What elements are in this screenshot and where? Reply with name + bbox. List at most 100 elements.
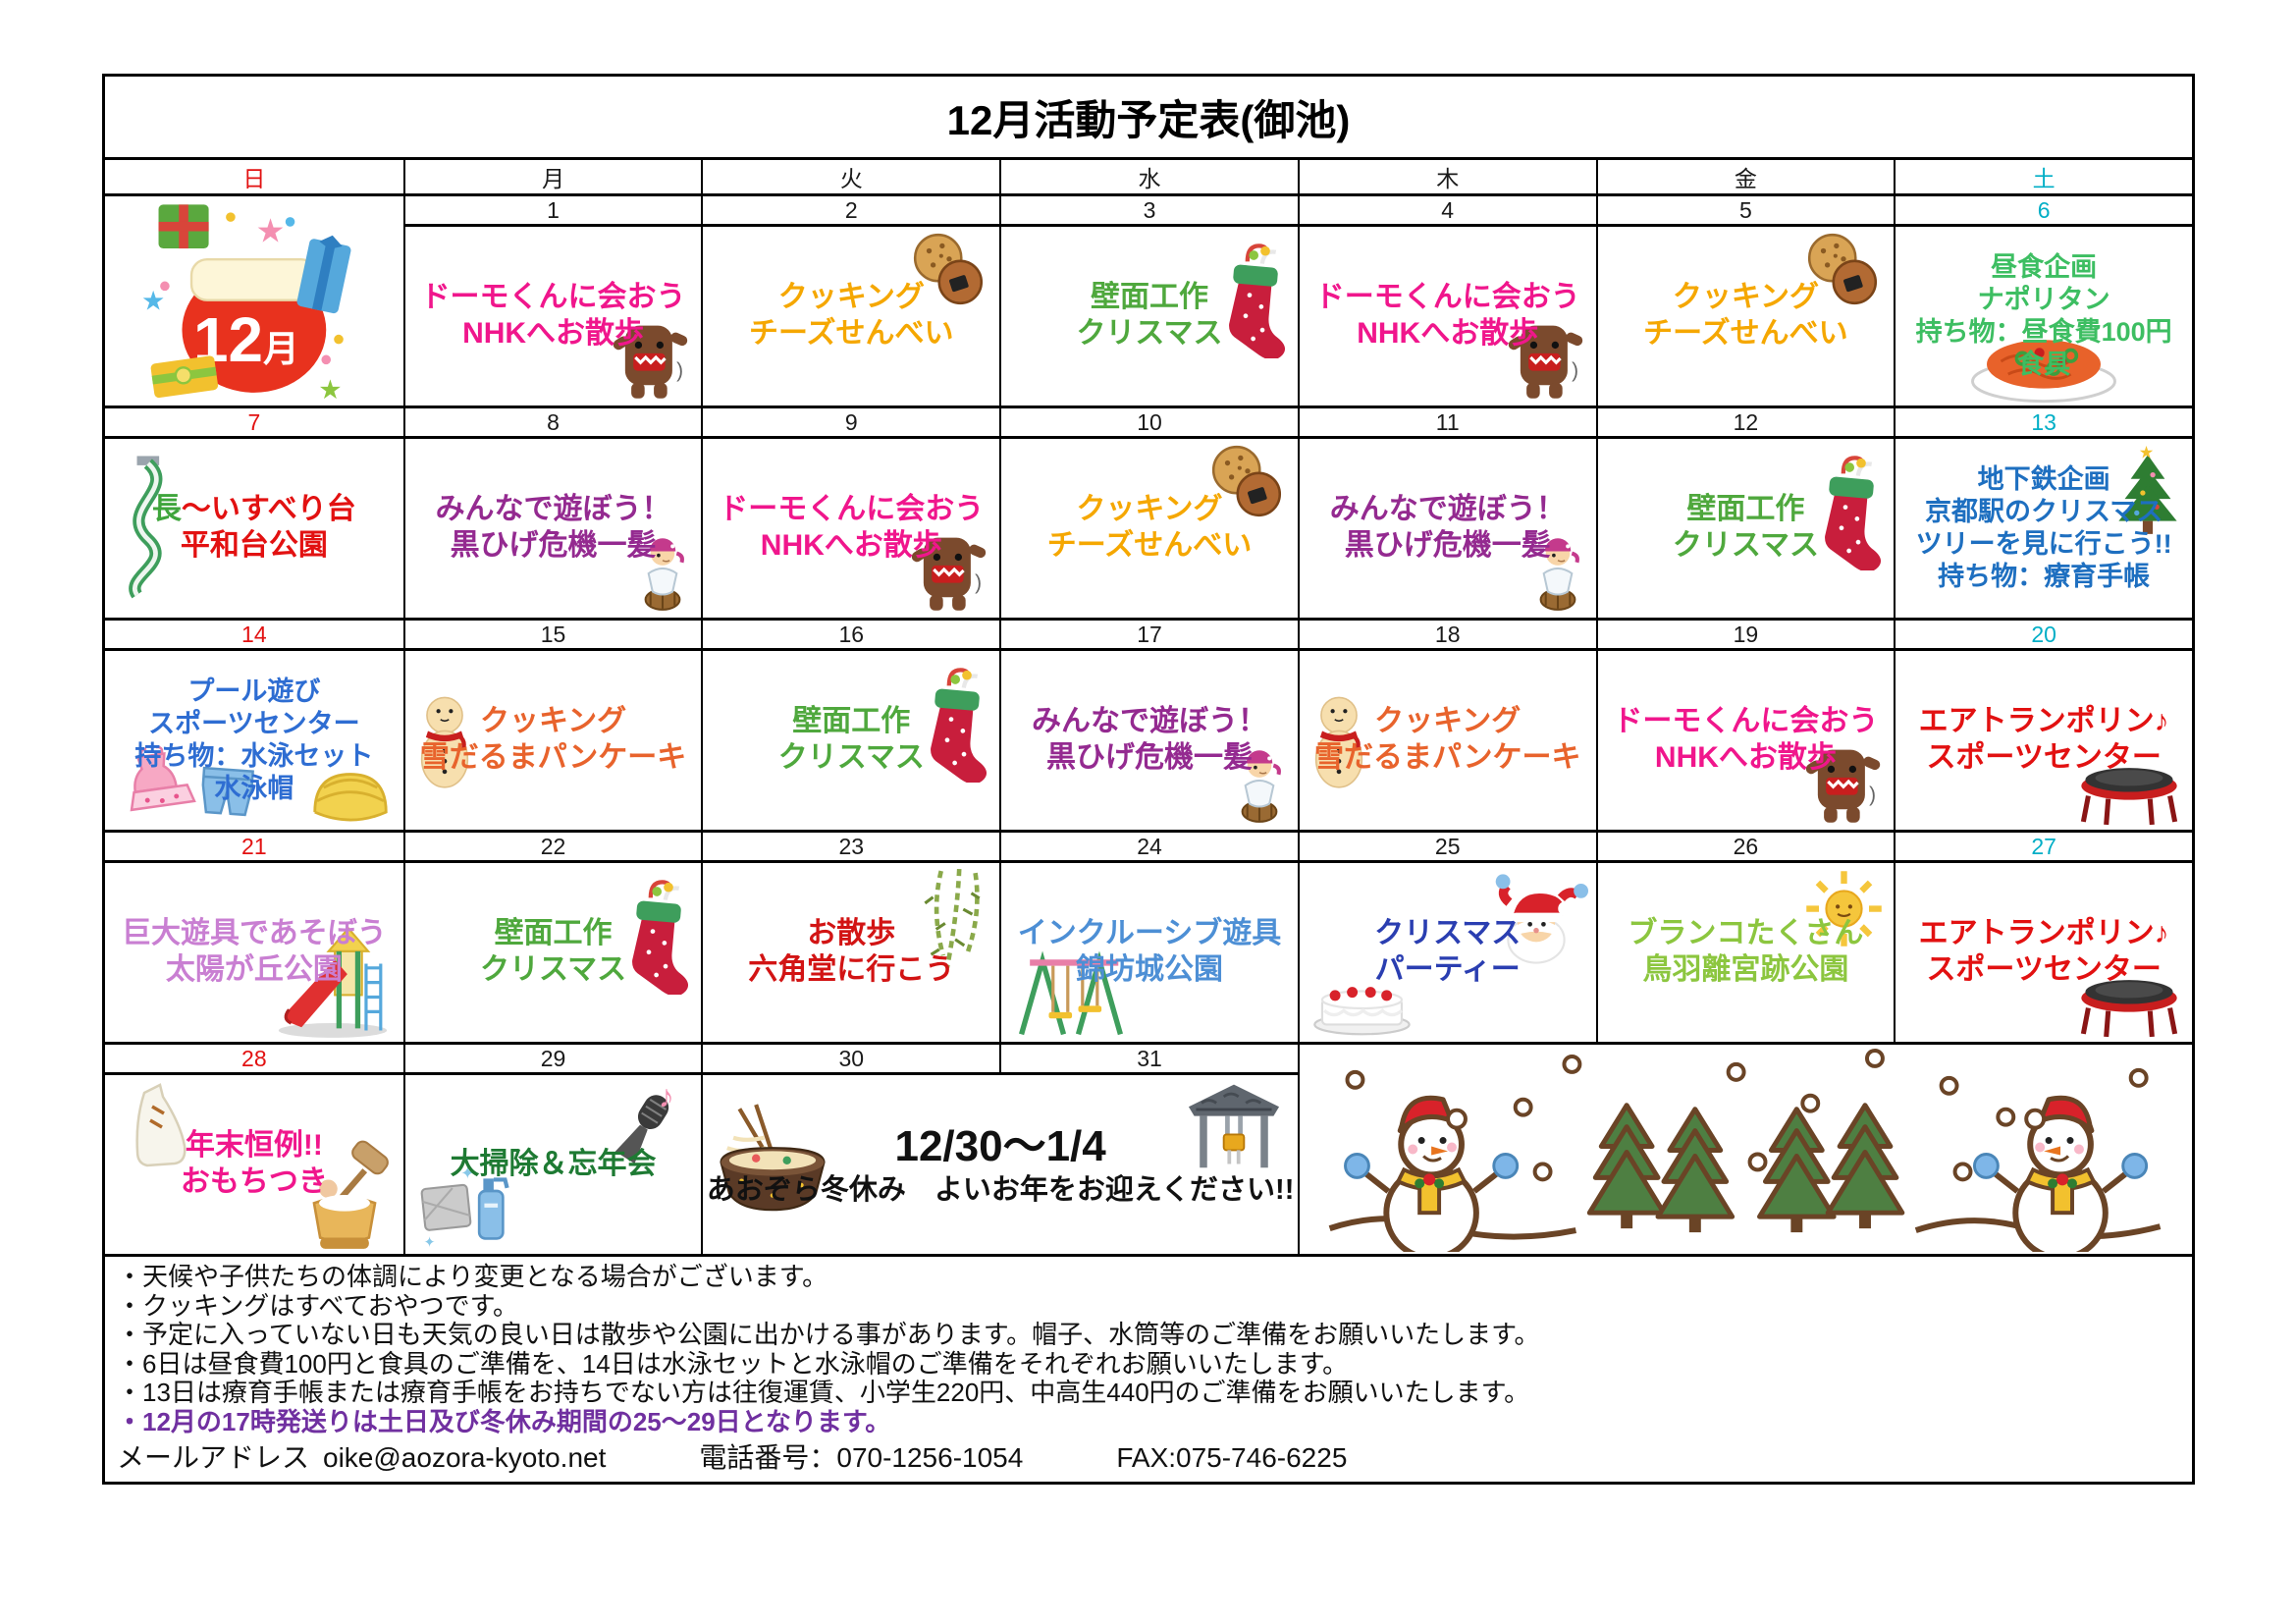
- christmas-stocking-icon: [915, 665, 989, 783]
- notes-lines: ・天候や子供たちの体調により変更となる場合がございます。 ・クッキングはすべておや…: [117, 1262, 2176, 1436]
- date-cell-16: 16: [701, 618, 1000, 648]
- pirate-icon: [1229, 739, 1290, 828]
- activity-cell-21: 巨大遊具であそぼう 太陽が丘公園: [105, 860, 403, 1042]
- activity-line: 黒ひげ危機一髪: [1344, 529, 1551, 562]
- activity-line: クリスマス: [1672, 529, 1819, 562]
- long-slide-icon: [113, 451, 178, 606]
- activity-cell-11: みんなで遊ぼう！ 黒ひげ危機一髪: [1297, 436, 1596, 618]
- activity-line: 壁面工作: [494, 917, 613, 950]
- activity-line: クリスマス: [1374, 917, 1522, 950]
- activity-line: クリスマス: [1076, 317, 1223, 350]
- activity-text: 長～いすべり台 平和台公園: [105, 439, 403, 618]
- activity-line: 食具: [2017, 349, 2071, 379]
- activity-text: 巨大遊具であそぼう 太陽が丘公園: [105, 863, 403, 1042]
- activity-text: ブランコたくさん 鳥羽離宮跡公園: [1598, 863, 1895, 1042]
- activity-cell-13: 地下鉄企画 京都駅のクリスマス ツリーを見に行こう!! 持ち物：療育手帳 ★: [1894, 436, 2192, 618]
- activity-line: ナポリタン: [1977, 285, 2110, 315]
- domo-kun-icon: ): [1506, 311, 1588, 404]
- activity-text: クッキング 雪だるまパンケーキ: [405, 651, 702, 830]
- activity-line: 持ち物：療育手帳: [1938, 561, 2151, 591]
- svg-text:✦: ✦: [423, 1235, 435, 1250]
- date-cell-7: 7: [105, 406, 403, 436]
- date-cell-2: 2: [701, 193, 1000, 224]
- microphone-note-icon: ♪: [609, 1079, 693, 1173]
- date-cell-12: 12: [1595, 406, 1895, 436]
- date-cell-19: 19: [1595, 618, 1895, 648]
- activity-line: 壁面工作: [1090, 281, 1208, 314]
- activity-line: ドーモくんに会おう: [420, 281, 686, 314]
- activity-text: ドーモくんに会おう NHKへお散歩: [1300, 227, 1596, 406]
- activity-line: 六角堂に行こう: [748, 953, 955, 986]
- note-line-1: ・天候や子供たちの体調により変更となる場合がございます。: [117, 1262, 828, 1291]
- activity-text: ドーモくんに会おう NHKへお散歩: [703, 439, 999, 618]
- date-cell-21: 21: [105, 830, 403, 860]
- date-cell-26: 26: [1595, 830, 1895, 860]
- fax-number: FAX:075-746-6225: [1116, 1442, 1348, 1473]
- calendar-week-2: 7 長～いすべり台 平和台公園 8 みんなで遊ぼう！ 黒ひげ危機一髪 9 ドーモくんに会お…: [105, 406, 2192, 618]
- email-label: メールアドレス: [117, 1442, 310, 1473]
- date-cell-22: 22: [402, 830, 702, 860]
- activity-line: 壁面工作: [1686, 493, 1805, 526]
- activity-text: 昼食企画 ナポリタン 持ち物：昼食費100円 食具: [1896, 227, 2192, 406]
- activity-line: ドーモくんに会おう: [1314, 281, 1580, 314]
- activity-cell-28: 年末恒例!! おもちつき: [105, 1072, 403, 1254]
- activity-text: 大掃除＆忘年会: [405, 1075, 702, 1254]
- trampoline-icon: [2074, 756, 2184, 828]
- activity-line: みんなで遊ぼう！: [1329, 493, 1566, 526]
- activity-text: みんなで遊ぼう！ 黒ひげ危機一髪: [405, 439, 702, 618]
- date-cell-14: 14: [105, 618, 403, 648]
- activity-cell-23: お散歩 六角堂に行こう: [701, 860, 1000, 1042]
- activity-line: 長～いすべり台: [152, 492, 356, 528]
- activity-line: NHKへお散歩: [1357, 317, 1539, 350]
- date-cell-5: 5: [1595, 193, 1895, 224]
- activity-text: クッキング チーズせんべい: [1001, 439, 1298, 618]
- napolitan-icon: [1965, 320, 2122, 406]
- activity-line-segment: 長: [151, 493, 182, 526]
- activity-line: 太陽が丘公園: [165, 953, 343, 986]
- svg-text:♪: ♪: [659, 1079, 674, 1113]
- svg-text:): ): [1869, 784, 1876, 806]
- activity-line: プール遊び: [187, 677, 321, 707]
- activity-line: エアトランポリン♪: [1918, 917, 2169, 950]
- activity-line: 錦坊城公園: [1075, 953, 1223, 986]
- calendar-week-4: 21 巨大遊具であそぼう 太陽が丘公園 22 壁面工作 クリスマス 23 お散歩 六角堂に行…: [105, 830, 2192, 1042]
- date-cell-23: 23: [701, 830, 1000, 860]
- snowman-pancake-icon: [413, 690, 476, 790]
- svg-text:★: ★: [318, 374, 342, 404]
- merged-image-cell: [1297, 1042, 2192, 1254]
- activity-cell-26: ブランコたくさん 鳥羽離宮跡公園: [1595, 860, 1895, 1042]
- activity-line: みんなで遊ぼう！: [1031, 705, 1267, 738]
- activity-line: 雪だるまパンケーキ: [1313, 741, 1581, 774]
- activity-cell-2: クッキング チーズせんべい: [701, 224, 1000, 406]
- activity-line: NHKへお散歩: [462, 317, 645, 350]
- activity-text: 壁面工作 クリスマス: [1001, 227, 1298, 406]
- christmas-cake-icon: [1311, 967, 1414, 1038]
- contact-row: メールアドレス oike@aozora-kyoto.net 電話番号：070-1…: [117, 1436, 2176, 1478]
- activity-line: 地下鉄企画: [1977, 464, 2110, 495]
- day-header-6: 金: [1595, 160, 1895, 193]
- activity-line: スポーツセンター: [1926, 953, 2162, 986]
- activity-cell-3: 壁面工作 クリスマス: [999, 224, 1298, 406]
- day-header-2: 月: [402, 160, 702, 193]
- email-address: oike@aozora-kyoto.net: [323, 1442, 607, 1473]
- calendar-week-3: 14 プール遊び スポーツセンター 持ち物：水泳セット 水泳帽 15 クッキング 雪だるまパ…: [105, 618, 2192, 830]
- sun-icon: [1802, 867, 1886, 950]
- date-cell-28: 28: [105, 1042, 403, 1072]
- date-cell-20: 20: [1894, 618, 2192, 648]
- activity-line: エアトランポリン♪: [1918, 705, 2169, 738]
- date-cell-27: 27: [1894, 830, 2192, 860]
- winter-snowmen-image: [1302, 1047, 2190, 1252]
- activity-cell-30-31: 12/30～1/4 あおぞら冬休み よいお年をお迎えください!!: [701, 1072, 1298, 1254]
- svg-text:✦: ✦: [460, 1164, 474, 1182]
- activity-line: インクルーシブ遊具: [1017, 917, 1282, 950]
- activity-line: スポーツセンター: [148, 709, 360, 739]
- activity-line: 黒ひげ危機一髪: [450, 529, 657, 562]
- activity-line: スポーツセンター: [1926, 741, 2162, 774]
- activity-text: クッキング チーズせんべい: [1598, 227, 1895, 406]
- activity-line: 巨大遊具であそぼう: [122, 917, 387, 950]
- notes-section: ・天候や子供たちの体調により変更となる場合がございます。 ・クッキングはすべておや…: [105, 1254, 2192, 1484]
- swim-cap-icon: [305, 761, 396, 828]
- activity-line: お散歩: [807, 917, 896, 950]
- activity-text: 12/30～1/4 あおぞら冬休み よいお年をお迎えください!!: [703, 1075, 1297, 1254]
